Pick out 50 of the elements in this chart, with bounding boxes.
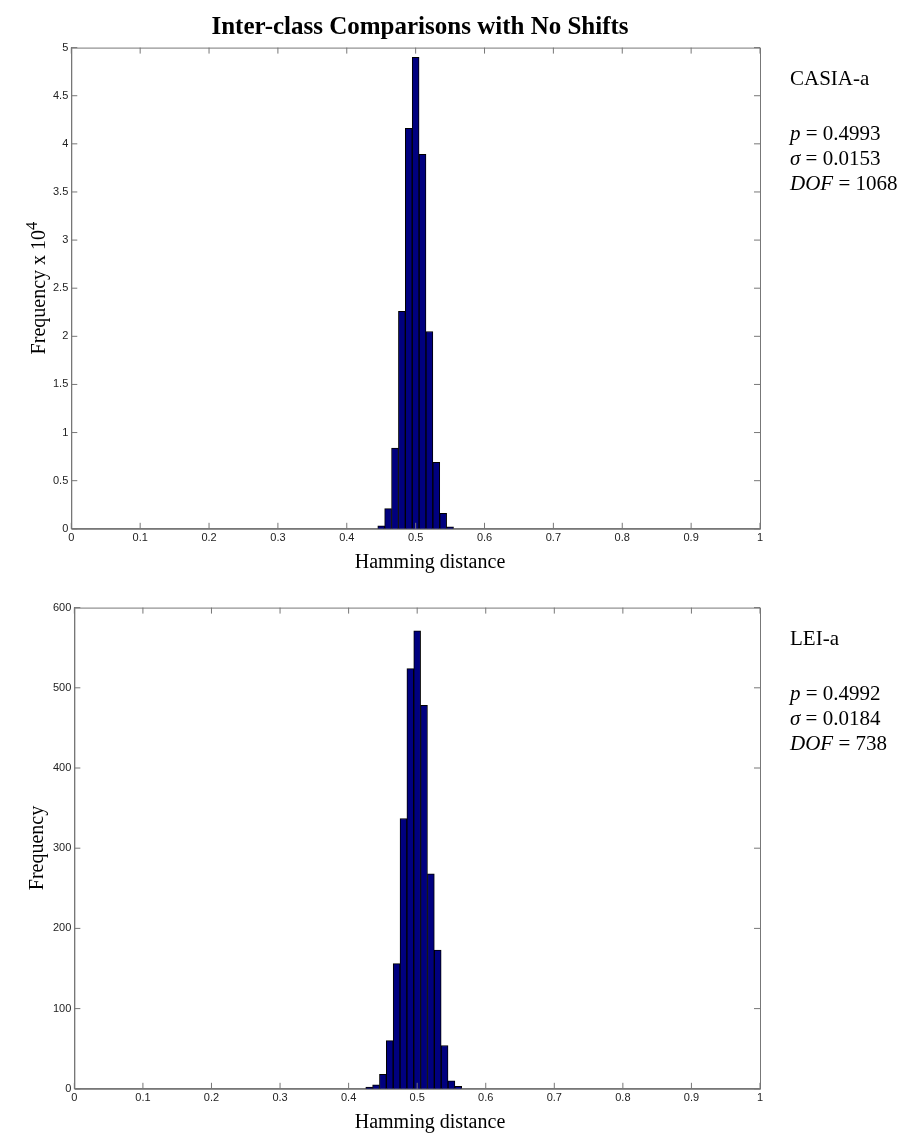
text: DOF = 1068 bbox=[790, 171, 898, 195]
x-tick-label: 0.7 bbox=[545, 531, 562, 544]
y-tick-label: 0 bbox=[65, 1081, 72, 1094]
text: DOF = 738 bbox=[790, 731, 888, 755]
x-tick-label: 0.6 bbox=[478, 1091, 494, 1104]
y-tick-label: 500 bbox=[52, 680, 72, 693]
x-tick-label: 0.5 bbox=[409, 1091, 425, 1104]
x-axis-title: Hamming distance bbox=[353, 550, 507, 573]
y-tick-label: 1 bbox=[62, 425, 69, 438]
text: σ = 0.0153 bbox=[790, 146, 881, 170]
x-tick-label: 0.8 bbox=[614, 531, 630, 544]
text: p = 0.4993 bbox=[790, 121, 881, 145]
y-tick-label: 2.5 bbox=[52, 281, 69, 294]
y-tick-label: 400 bbox=[52, 761, 72, 774]
x-tick-label: 1 bbox=[756, 531, 764, 544]
x-tick-label: 0.2 bbox=[203, 1091, 220, 1104]
y-tick-label: 300 bbox=[52, 841, 72, 854]
x-tick-label: 0.6 bbox=[476, 531, 493, 544]
x-tick-label: 0.5 bbox=[408, 531, 424, 544]
x-tick-label: 0.4 bbox=[339, 531, 355, 544]
x-tick-label: 0.9 bbox=[683, 1091, 700, 1104]
y-tick-label: 1.5 bbox=[52, 377, 69, 390]
x-tick-label: 0.3 bbox=[272, 1091, 288, 1104]
text: CASIA-a bbox=[790, 66, 870, 91]
y-tick-label: 4 bbox=[62, 136, 69, 149]
chart-title: Inter-class Comparisons with No Shifts bbox=[210, 12, 630, 40]
y-tick-label: 200 bbox=[52, 921, 72, 934]
x-axis-title: Hamming distance bbox=[353, 1110, 507, 1133]
y-tick-label: 0 bbox=[62, 521, 69, 534]
text: p = 0.4992 bbox=[790, 681, 881, 705]
y-axis-title: Frequency bbox=[24, 805, 48, 891]
x-tick-label: 0.1 bbox=[132, 531, 148, 544]
x-tick-label: 0.3 bbox=[270, 531, 286, 544]
text: LEI-a bbox=[790, 626, 839, 651]
y-tick-label: 0.5 bbox=[52, 473, 69, 486]
x-tick-label: 0.4 bbox=[340, 1091, 357, 1104]
x-tick-label: 1 bbox=[756, 1091, 764, 1104]
y-tick-label: 5 bbox=[62, 40, 69, 53]
y-tick-label: 600 bbox=[52, 600, 72, 613]
x-tick-label: 0.2 bbox=[201, 531, 217, 544]
y-tick-label: 100 bbox=[52, 1001, 72, 1014]
x-tick-label: 0.7 bbox=[546, 1091, 562, 1104]
y-tick-label: 3 bbox=[62, 233, 69, 246]
x-tick-label: 0.1 bbox=[135, 1091, 151, 1104]
x-tick-label: 0.9 bbox=[683, 531, 699, 544]
y-tick-label: 4.5 bbox=[52, 88, 69, 101]
y-tick-label: 3.5 bbox=[52, 184, 69, 197]
x-tick-label: 0.8 bbox=[615, 1091, 631, 1104]
text: σ = 0.0184 bbox=[790, 706, 881, 730]
y-tick-label: 2 bbox=[62, 329, 69, 342]
